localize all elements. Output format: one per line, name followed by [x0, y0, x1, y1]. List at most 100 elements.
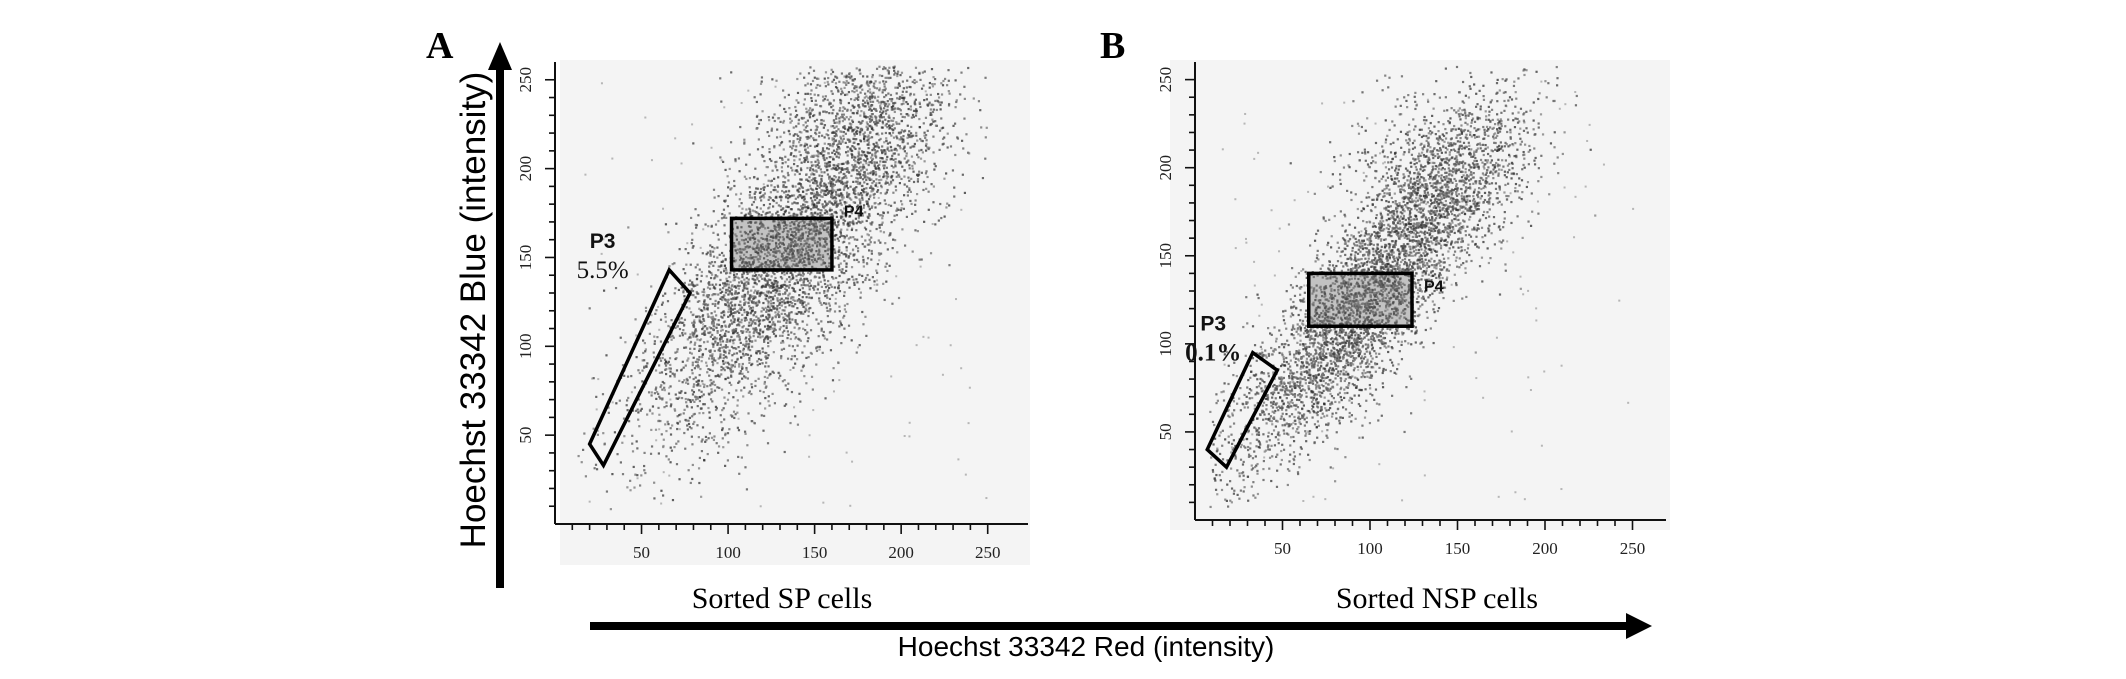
cell-point	[728, 381, 731, 384]
cell-point	[806, 119, 809, 122]
cell-point	[906, 194, 909, 197]
cell-point	[855, 351, 858, 354]
cell-point	[714, 299, 717, 302]
cell-point	[861, 103, 864, 106]
cell-point	[784, 223, 787, 226]
cell-point	[884, 242, 887, 245]
cell-point	[792, 287, 795, 291]
cell-point	[758, 226, 761, 230]
cell-point	[833, 265, 836, 268]
cell-point	[799, 299, 802, 302]
cell-point	[691, 415, 694, 418]
cell-point	[818, 242, 821, 245]
cell-point	[805, 296, 808, 299]
cell-point	[737, 303, 741, 307]
cell-point	[752, 260, 755, 263]
cell-point	[868, 161, 871, 164]
cell-point	[738, 335, 741, 339]
cell-point	[786, 232, 789, 236]
cell-point	[727, 308, 730, 311]
cell-point	[717, 268, 720, 272]
cell-point	[740, 330, 743, 333]
cell-point	[757, 317, 760, 320]
cell-point	[881, 132, 884, 135]
cell-point	[770, 302, 773, 305]
cell-point	[874, 115, 877, 118]
cell-point	[781, 252, 784, 256]
cell-point	[782, 181, 785, 184]
cell-point	[880, 116, 883, 119]
cell-point	[847, 221, 850, 224]
cell-point	[942, 142, 945, 145]
cell-point	[833, 153, 837, 156]
cell-point	[855, 131, 858, 134]
cell-point	[750, 383, 753, 386]
cell-point	[818, 111, 821, 114]
cell-point	[644, 471, 647, 475]
cell-point	[943, 215, 946, 218]
cell-point	[691, 393, 695, 396]
cell-point	[816, 193, 819, 196]
cell-point	[710, 327, 713, 330]
cell-point	[793, 326, 796, 329]
cell-point	[823, 302, 826, 305]
cell-point	[897, 153, 900, 156]
cell-point	[678, 396, 681, 399]
cell-point	[798, 294, 801, 297]
cell-point	[796, 202, 799, 205]
cell-point	[755, 127, 759, 130]
cell-point	[911, 113, 915, 117]
cell-point	[689, 311, 693, 314]
cell-point	[685, 401, 688, 404]
cell-point	[747, 301, 750, 305]
cell-point	[877, 95, 880, 98]
cell-point	[629, 479, 632, 482]
cell-point	[754, 384, 757, 388]
cell-point	[861, 310, 864, 314]
cell-point	[756, 258, 759, 261]
cell-point	[696, 364, 700, 367]
cell-point	[773, 260, 776, 263]
cell-point	[801, 234, 804, 237]
cell-point	[815, 195, 818, 199]
cell-point	[860, 169, 863, 172]
cell-point	[782, 299, 786, 302]
cell-point	[716, 342, 720, 345]
cell-point	[746, 310, 749, 314]
cell-point	[778, 225, 781, 228]
panel-a-letter: A	[426, 25, 454, 67]
cell-point	[741, 281, 744, 284]
cell-point	[709, 398, 713, 401]
cell-point	[813, 226, 816, 229]
cell-point	[692, 245, 695, 248]
cell-point	[713, 383, 717, 387]
cell-point	[726, 432, 730, 435]
cell-point	[823, 222, 827, 225]
cell-point	[960, 139, 964, 142]
cell-point	[858, 198, 861, 201]
cell-point	[804, 307, 807, 310]
cell-point	[713, 336, 716, 339]
cell-point	[830, 106, 833, 109]
cell-point	[820, 179, 823, 183]
cell-point	[692, 285, 695, 288]
cell-point	[724, 402, 727, 405]
cell-point	[668, 357, 672, 360]
cell-point	[709, 244, 712, 247]
cell-point	[777, 310, 780, 314]
cell-point	[748, 262, 751, 265]
cell-point	[634, 318, 637, 321]
cell-point	[817, 252, 820, 255]
cell-point	[788, 304, 791, 307]
cell-point	[814, 205, 817, 209]
cell-point	[731, 415, 734, 418]
cell-point	[702, 393, 705, 396]
cell-point	[730, 371, 733, 374]
cell-point	[737, 281, 741, 284]
cell-point	[871, 276, 874, 279]
cell-point	[713, 196, 716, 199]
cell-point	[692, 142, 695, 145]
cell-point	[665, 401, 668, 404]
cell-point	[799, 239, 802, 243]
cell-point	[729, 338, 732, 342]
